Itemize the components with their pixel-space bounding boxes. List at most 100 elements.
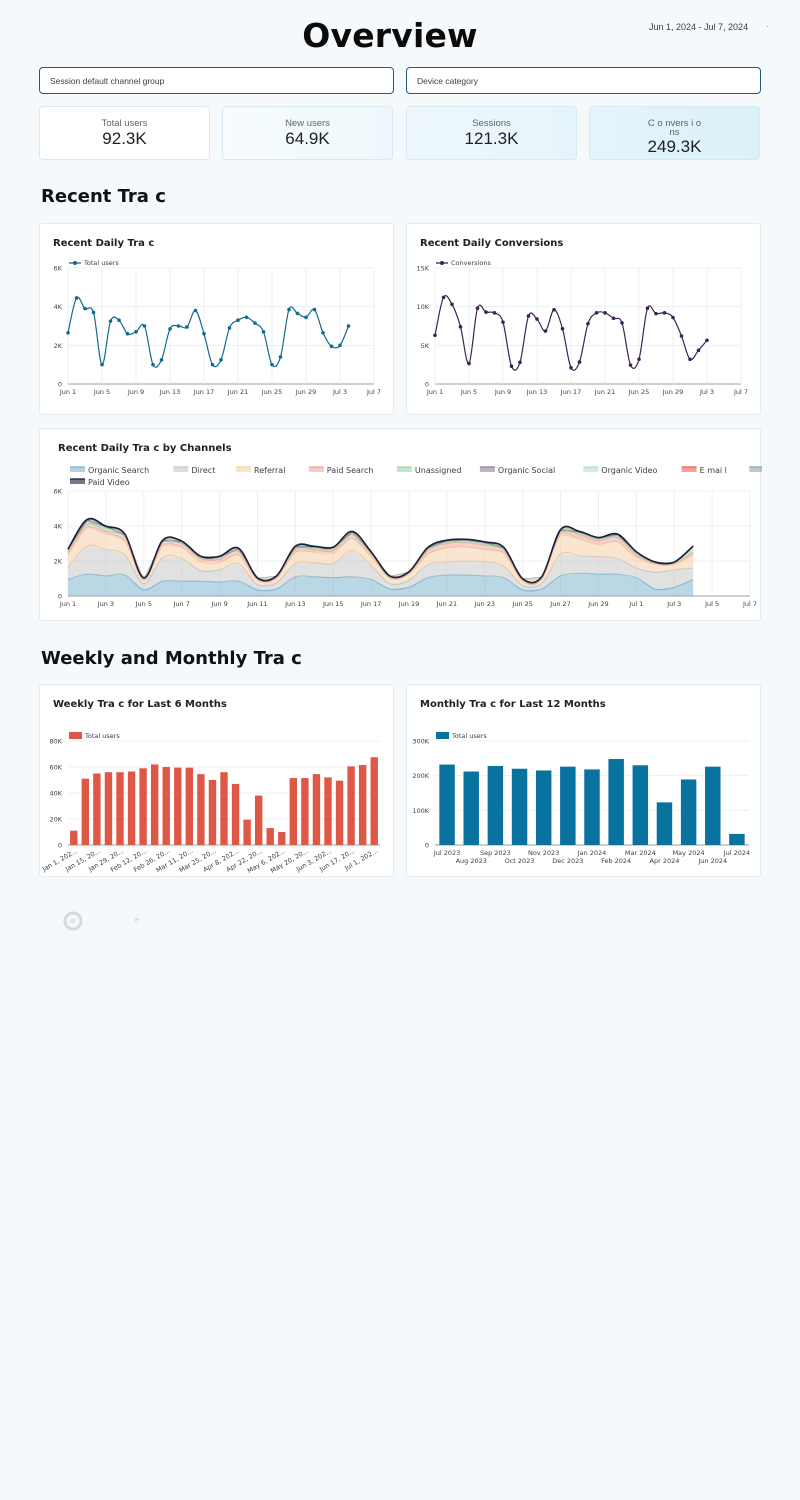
data-point bbox=[662, 311, 667, 315]
kpi-label: C o nvers i o ns bbox=[590, 119, 759, 138]
data-point bbox=[74, 296, 79, 300]
data-point bbox=[603, 311, 607, 315]
footer-text: .e bbox=[133, 917, 139, 924]
data-point bbox=[509, 364, 514, 369]
x-tick-label: Jun 27 bbox=[549, 600, 571, 608]
data-point bbox=[535, 317, 539, 321]
y-tick-label: 200K bbox=[412, 772, 429, 780]
bar bbox=[680, 779, 697, 845]
x-tick-label: Jun 1 bbox=[59, 388, 76, 396]
data-point bbox=[458, 324, 463, 329]
y-tick-label: 100K bbox=[412, 807, 429, 815]
data-point bbox=[475, 306, 480, 311]
data-point bbox=[185, 325, 189, 329]
x-tick-label: Jul 2024 bbox=[723, 849, 750, 857]
page-title: Overview bbox=[302, 16, 478, 55]
kpi-label: Sessions bbox=[472, 118, 511, 129]
x-tick-label: May 2024 bbox=[673, 849, 705, 857]
daily-conversions-chart[interactable]: 0 5K 10K 15K Jun 1 Jun 5 Jun 9 Jun 13 Jun 17 Jun … bbox=[407, 224, 762, 416]
bar bbox=[312, 774, 321, 845]
card-title: Weekly Tra c for Last 6 Months bbox=[53, 699, 227, 710]
bar bbox=[116, 772, 124, 845]
legend-swatch bbox=[396, 467, 412, 472]
data-point bbox=[142, 324, 147, 328]
legend-label: Conversions bbox=[451, 259, 491, 267]
area-direct bbox=[68, 546, 694, 590]
legend-label: Total users bbox=[83, 259, 119, 267]
bar bbox=[174, 767, 182, 845]
y-tick-label: 6K bbox=[54, 265, 63, 273]
bar bbox=[487, 765, 504, 845]
x-tick-label: Jun 25 bbox=[511, 600, 532, 608]
legend-label: E mai l bbox=[700, 466, 727, 475]
data-point bbox=[253, 321, 257, 325]
channel-group-filter[interactable]: Session default channel group · bbox=[39, 67, 394, 94]
kpi-value: 121.3K bbox=[464, 129, 519, 148]
x-tick-label: Jun 9 bbox=[210, 600, 227, 608]
data-point bbox=[501, 320, 505, 324]
x-tick-label: Jul 3 bbox=[666, 600, 681, 608]
legend-swatch bbox=[69, 732, 82, 739]
bar bbox=[162, 767, 170, 845]
bar bbox=[266, 828, 274, 845]
data-point bbox=[484, 310, 488, 314]
x-tick-label: Jun 9 bbox=[494, 388, 511, 396]
data-point bbox=[244, 315, 249, 320]
legend-marker bbox=[73, 261, 77, 265]
x-tick-label: Jun 17 bbox=[560, 388, 582, 396]
y-tick-label: 4K bbox=[54, 523, 63, 531]
bar bbox=[185, 767, 194, 845]
data-point bbox=[560, 326, 565, 331]
x-tick-label: Jun 1 bbox=[59, 600, 76, 608]
data-point bbox=[492, 311, 497, 315]
bar bbox=[608, 759, 624, 845]
daily-users-chart[interactable]: 0 2K 4K 6K Jun 1 Jun 5 Jun 9 Jun 13 Jun 17 Jun 21… bbox=[40, 224, 395, 416]
device-category-filter-label: Device category bbox=[417, 75, 478, 86]
data-point bbox=[637, 357, 641, 362]
data-point bbox=[312, 307, 317, 312]
x-tick-label: Jul 3 bbox=[332, 388, 347, 396]
legend-swatch bbox=[236, 467, 251, 472]
kpi-label-line2: ns bbox=[669, 127, 680, 138]
x-tick-label: Jun 25 bbox=[261, 388, 283, 396]
bar bbox=[729, 833, 745, 845]
x-tick-label: Jun 13 bbox=[159, 388, 181, 396]
y-tick-label: 0 bbox=[58, 593, 62, 601]
x-tick-label: Jun 17 bbox=[360, 600, 382, 608]
section-title-recent: Recent Tra c bbox=[41, 186, 166, 207]
data-point bbox=[586, 321, 590, 326]
x-tick-label: Apr 2024 bbox=[650, 857, 680, 865]
legend-label: Referral bbox=[254, 466, 285, 475]
x-tick-label: Jul 7 bbox=[733, 388, 748, 396]
bar bbox=[705, 766, 721, 845]
date-range-menu-icon[interactable]: · bbox=[766, 21, 769, 31]
data-point bbox=[552, 307, 556, 312]
x-tick-label: Jun 5 bbox=[135, 600, 152, 608]
x-tick-label: Jun 13 bbox=[526, 388, 548, 396]
y-tick-label: 15K bbox=[416, 265, 429, 273]
y-tick-label: 40K bbox=[49, 790, 62, 798]
kpi-value: 249.3K bbox=[647, 137, 702, 156]
data-point bbox=[287, 307, 291, 312]
daily-channels-chart[interactable]: 0 2K 4K 6K Jun 1 Jun 3 Jun 5 Jun 7 Jun 9 Jun 11 Ju… bbox=[40, 429, 762, 622]
x-tick-label: Jul 5 bbox=[704, 600, 719, 608]
x-tick-label: Jul 7 bbox=[366, 388, 381, 396]
x-tick-label: Jun 29 bbox=[295, 388, 317, 396]
legend-label: Paid Video bbox=[88, 478, 130, 487]
bar bbox=[208, 780, 217, 845]
chevron-down-icon: · bbox=[380, 77, 383, 84]
data-point bbox=[278, 355, 283, 359]
date-range-picker[interactable]: Jun 1, 2024 - Jul 7, 2024 bbox=[649, 22, 749, 32]
data-point bbox=[125, 331, 130, 336]
data-point bbox=[151, 362, 155, 367]
chevron-down-icon: · bbox=[747, 77, 750, 84]
kpi-label: Total users bbox=[101, 118, 148, 129]
x-tick-label: Jun 11 bbox=[246, 600, 268, 608]
data-point bbox=[433, 333, 437, 338]
data-point bbox=[193, 308, 198, 313]
y-tick-label: 4K bbox=[54, 303, 63, 311]
device-category-filter[interactable]: Device category · bbox=[406, 67, 761, 94]
data-point bbox=[321, 330, 325, 335]
